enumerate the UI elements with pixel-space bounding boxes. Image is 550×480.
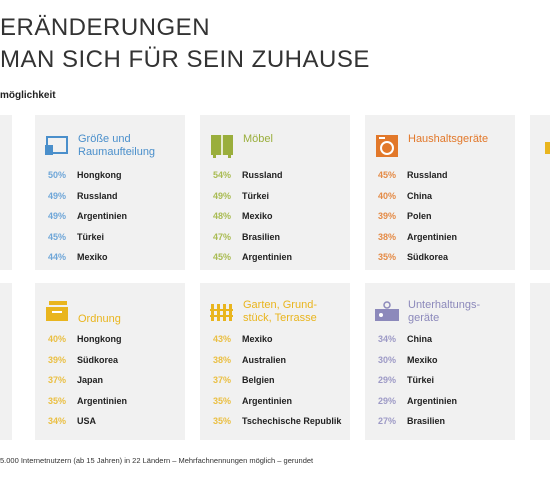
percent: 35%	[213, 416, 232, 426]
icon-svg	[45, 136, 68, 155]
icon	[45, 135, 69, 159]
panel-title: geräte	[408, 312, 440, 324]
country: Mexiko	[407, 354, 438, 365]
percent: 29%	[378, 395, 397, 406]
percent: 50%	[48, 170, 67, 180]
card-partial	[0, 283, 12, 440]
card	[35, 115, 185, 270]
country: Argentinien	[407, 395, 458, 406]
percent: 39%	[48, 354, 67, 365]
percent: 49%	[213, 190, 232, 201]
panel-title: Ordnung	[78, 313, 121, 325]
percent: 38%	[378, 231, 397, 242]
country: Russland	[407, 170, 448, 180]
country: Hongkong	[77, 170, 122, 180]
percent: 49%	[48, 211, 67, 221]
icon-svg	[210, 304, 233, 321]
percent: 37%	[213, 375, 232, 385]
percent: 27%	[378, 416, 397, 426]
country: Russland	[77, 190, 118, 201]
percent: 34%	[48, 416, 67, 426]
country: Türkei	[77, 231, 105, 242]
footer: 5.000 Internetnutzern (ab 15 Jahren) in …	[0, 456, 314, 465]
country: Argentinien	[407, 231, 458, 242]
percent: 30%	[378, 354, 397, 365]
country: China	[407, 334, 433, 344]
panel-title: stück, Terrasse	[243, 312, 317, 324]
country: Tschechische Republik	[242, 416, 342, 426]
percent: 39%	[378, 211, 397, 221]
icon-svg	[375, 301, 399, 321]
country: Türkei	[242, 190, 270, 201]
percent: 44%	[48, 252, 67, 262]
panel-title: Raumaufteilung	[78, 146, 156, 158]
icon	[375, 301, 399, 325]
country: USA	[77, 416, 97, 426]
country: Argentinien	[242, 395, 293, 406]
panel-title: Unterhaltungs-	[408, 299, 481, 311]
percent: 34%	[378, 334, 397, 344]
country: Polen	[407, 211, 432, 221]
country: Brasilien	[242, 231, 281, 242]
card-partial	[530, 115, 550, 270]
card-partial	[0, 115, 12, 270]
icon-partial	[545, 142, 550, 154]
icon	[45, 301, 69, 325]
country: Japan	[77, 375, 104, 385]
percent: 40%	[48, 334, 67, 344]
country: Südkorea	[77, 354, 119, 365]
country: Argentinien	[242, 252, 293, 262]
subtitle: möglichkeit	[0, 90, 56, 101]
percent: 54%	[213, 170, 232, 180]
title-line: ERÄNDERUNGEN	[0, 14, 211, 41]
icon	[375, 135, 399, 159]
icon-svg	[211, 135, 233, 158]
country: Argentinien	[77, 211, 128, 221]
percent: 45%	[48, 231, 67, 242]
icon	[210, 135, 234, 159]
percent: 45%	[378, 170, 397, 180]
percent: 49%	[48, 190, 67, 201]
percent: 38%	[213, 354, 232, 365]
country: Belgien	[242, 375, 275, 385]
country: Brasilien	[407, 416, 446, 426]
country: Argentinien	[77, 395, 128, 406]
percent: 35%	[378, 252, 397, 262]
country: Russland	[242, 170, 283, 180]
percent: 40%	[378, 190, 397, 201]
country: Türkei	[407, 375, 435, 385]
icon-svg	[376, 135, 398, 157]
percent: 37%	[48, 375, 67, 385]
panel-title: Möbel	[243, 133, 273, 145]
percent: 29%	[378, 375, 397, 385]
country: Mexiko	[242, 211, 273, 221]
panel-title: Garten, Grund-	[243, 299, 317, 311]
country: China	[407, 190, 433, 201]
percent: 35%	[48, 395, 67, 406]
percent: 45%	[213, 252, 232, 262]
panel-title: Größe und	[78, 133, 131, 145]
icon	[210, 301, 234, 325]
card-partial	[530, 283, 550, 440]
title-line: MAN SICH FÜR SEIN ZUHAUSE	[0, 46, 370, 73]
country: Mexiko	[242, 334, 273, 344]
country: Hongkong	[77, 334, 122, 344]
percent: 35%	[213, 395, 232, 406]
icon-svg	[46, 301, 68, 321]
percent: 47%	[213, 231, 232, 242]
percent: 48%	[213, 211, 232, 221]
country: Australien	[242, 354, 287, 365]
country: Mexiko	[77, 252, 108, 262]
country: Südkorea	[407, 252, 449, 262]
panel-title: Haushaltsgeräte	[408, 133, 489, 145]
percent: 43%	[213, 334, 232, 344]
